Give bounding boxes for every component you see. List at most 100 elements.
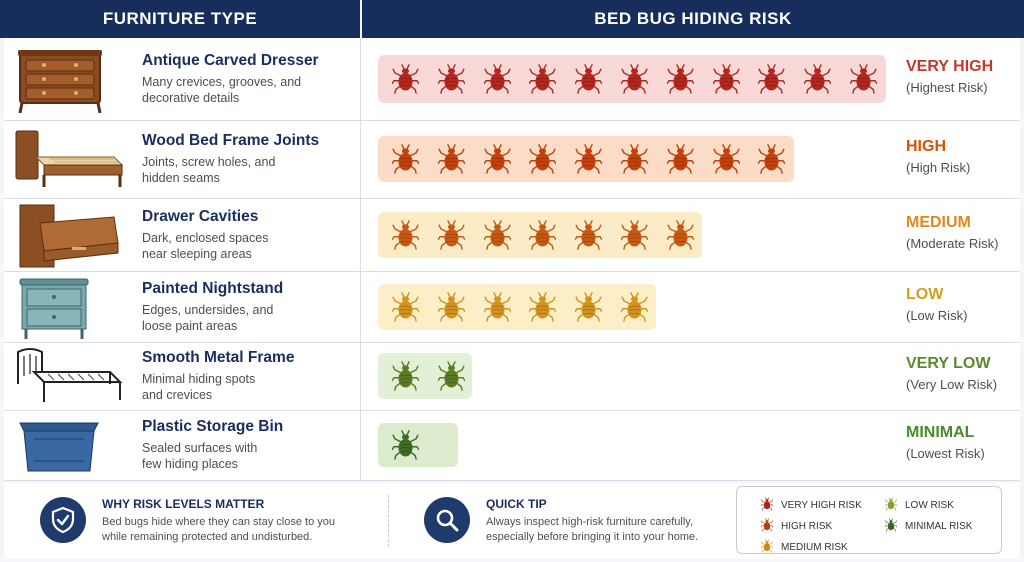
tip-text-1: Always inspect high-risk furniture caref… xyxy=(486,516,694,528)
bed-bug-icon xyxy=(620,144,649,174)
legend-item: MINIMAL RISK xyxy=(884,518,973,535)
furniture-desc-line1: Edges, undersides, and xyxy=(142,302,274,317)
risk-level: MEDIUM xyxy=(906,213,971,231)
column-divider xyxy=(360,121,361,198)
bed-bug-icon xyxy=(760,497,781,514)
bed-bug-icon xyxy=(437,291,466,322)
furniture-desc-line1: Minimal hiding spots xyxy=(142,372,256,386)
furniture-desc-line1: Many crevices, grooves, and xyxy=(142,74,302,89)
bed-bug-icon xyxy=(712,63,741,94)
furniture-desc-line2: near sleeping areas xyxy=(142,246,252,261)
why-text-1: Bed bugs hide where they can stay close … xyxy=(102,516,335,528)
bed-bug-icon xyxy=(574,219,603,250)
bug-icons xyxy=(391,144,804,174)
bed-frame-icon xyxy=(14,127,124,196)
bed-bug-icon xyxy=(757,144,786,174)
header-furniture-type: FURNITURE TYPE xyxy=(0,0,360,38)
column-divider xyxy=(360,38,361,120)
bed-bug-icon xyxy=(849,63,878,94)
furniture-name: Drawer Cavities xyxy=(142,207,259,225)
furniture-description: Minimal hiding spots and crevices xyxy=(142,371,342,403)
risk-sublabel: (Highest Risk) xyxy=(906,79,988,95)
bed-bug-icon xyxy=(437,361,466,391)
risk-level: VERY HIGH xyxy=(906,57,994,75)
furniture-name: Antique Carved Dresser xyxy=(142,51,319,69)
bed-bug-icon xyxy=(884,497,905,514)
legend-label: MINIMAL RISK xyxy=(905,521,973,532)
table-row: Drawer Cavities Dark, enclosed spaces near… xyxy=(4,199,1020,272)
furniture-description: Dark, enclosed spaces near sleeping areas xyxy=(142,230,342,262)
furniture-description: Edges, undersides, and loose paint areas xyxy=(142,302,342,334)
legend-label: MEDIUM RISK xyxy=(781,542,848,553)
legend-label: VERY HIGH RISK xyxy=(781,500,862,511)
dresser-icon xyxy=(14,47,124,120)
bed-bug-icon xyxy=(760,539,781,556)
furniture-description: Many crevices, grooves, and decorative de… xyxy=(142,74,342,106)
bug-icons xyxy=(391,291,667,322)
legend-item: MEDIUM RISK xyxy=(760,539,848,556)
column-divider xyxy=(360,272,361,342)
table-row: Painted Nightstand Edges, undersides, and… xyxy=(4,272,1020,343)
column-divider xyxy=(360,199,361,271)
furniture-description: Joints, screw holes, and hidden seams xyxy=(142,154,342,186)
column-divider xyxy=(360,411,361,480)
bed-bug-icon xyxy=(620,291,649,322)
bug-icons xyxy=(391,63,896,94)
footer-divider xyxy=(388,495,389,547)
bed-bug-icon xyxy=(437,219,466,250)
bed-bug-icon xyxy=(391,430,420,460)
risk-level: VERY LOW xyxy=(906,355,991,372)
risk-sublabel: (High Risk) xyxy=(906,160,971,175)
storage-bin-icon xyxy=(14,413,124,480)
bed-bug-icon xyxy=(483,219,512,250)
furniture-desc-line2: loose paint areas xyxy=(142,318,238,333)
bed-bug-icon xyxy=(483,63,512,94)
table-row: Antique Carved Dresser Many crevices, gro… xyxy=(4,38,1020,121)
bed-bug-icon xyxy=(803,63,832,94)
bed-bug-icon xyxy=(528,219,557,250)
furniture-description: Sealed surfaces with few hiding places xyxy=(142,440,342,472)
bed-bug-icon xyxy=(391,291,420,322)
furniture-desc-line2: few hiding places xyxy=(142,457,238,471)
bed-bug-icon xyxy=(666,63,695,94)
risk-bar xyxy=(378,423,458,467)
why-text-2: while remaining protected and undisturbe… xyxy=(102,531,313,543)
risk-level: HIGH xyxy=(906,138,946,155)
table-row: Smooth Metal Frame Minimal hiding spots an… xyxy=(4,343,1020,411)
risk-bar xyxy=(378,283,656,330)
legend: VERY HIGH RISK HIGH RISK MEDIUM RISK LOW RI… xyxy=(736,486,1002,554)
risk-sublabel: (Moderate Risk) xyxy=(906,235,999,251)
why-title: WHY RISK LEVELS MATTER xyxy=(102,497,265,511)
bed-bug-icon xyxy=(757,63,786,94)
bed-bug-icon xyxy=(528,63,557,94)
furniture-desc-line1: Sealed surfaces with xyxy=(142,441,258,455)
furniture-name: Smooth Metal Frame xyxy=(142,349,295,366)
risk-sublabel: (Very Low Risk) xyxy=(906,377,998,392)
bed-bug-icon xyxy=(666,144,695,174)
shield-check-icon xyxy=(40,497,86,543)
magnifier-icon xyxy=(424,497,470,543)
bug-icons xyxy=(391,219,713,250)
bed-bug-icon xyxy=(884,518,905,535)
bed-bug-icon xyxy=(620,219,649,250)
table-row: Wood Bed Frame Joints Joints, screw holes… xyxy=(4,121,1020,199)
risk-level: MINIMAL xyxy=(906,424,975,441)
risk-sublabel: (Lowest Risk) xyxy=(906,446,985,461)
bed-bug-icon xyxy=(528,291,557,322)
furniture-desc-line1: Joints, screw holes, and xyxy=(142,155,276,169)
bed-bug-icon xyxy=(712,144,741,174)
furniture-name: Wood Bed Frame Joints xyxy=(142,132,320,149)
bed-bug-icon xyxy=(437,63,466,94)
bug-icons xyxy=(391,361,484,391)
bed-bug-icon xyxy=(574,144,603,174)
legend-item: LOW RISK xyxy=(884,497,954,514)
furniture-desc-line2: hidden seams xyxy=(142,171,220,185)
bed-bug-icon xyxy=(391,63,420,94)
bed-bug-icon xyxy=(437,144,466,174)
column-divider xyxy=(360,343,361,410)
legend-item: VERY HIGH RISK xyxy=(760,497,862,514)
legend-item: HIGH RISK xyxy=(760,518,832,535)
risk-sublabel: (Low Risk) xyxy=(906,307,968,323)
tip-text-2: especially before bringing it into your … xyxy=(486,531,699,543)
